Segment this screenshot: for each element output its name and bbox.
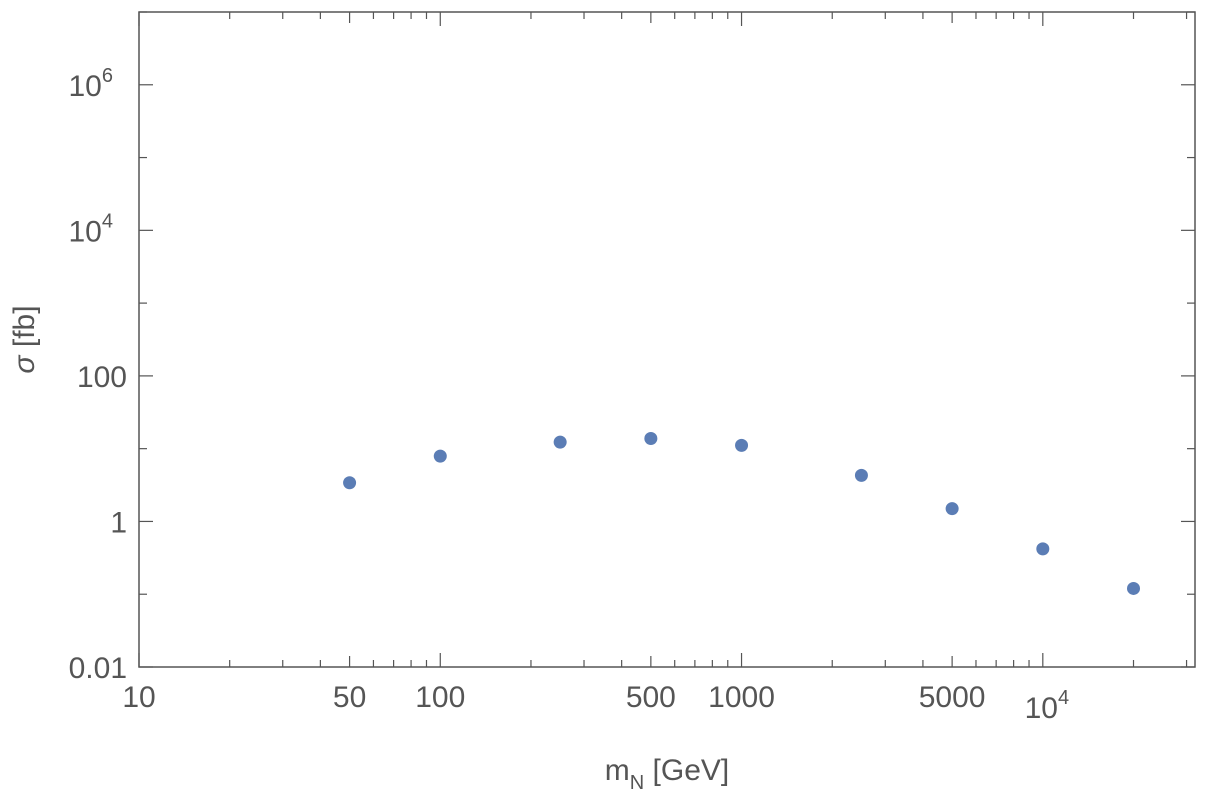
data-point: [1036, 542, 1050, 556]
data-points: [343, 431, 1141, 595]
data-point: [945, 502, 959, 516]
data-point: [343, 476, 357, 490]
data-point: [735, 438, 749, 452]
x-tick-label: 1000: [708, 681, 775, 714]
x-tick-label: 10: [122, 681, 155, 714]
tick-labels: 10 50 100 500 1000 5000 104 0.01 1 100 104 106: [69, 65, 1070, 725]
data-point: [433, 449, 447, 463]
data-point: [644, 431, 658, 445]
y-label-symbol: σ: [8, 354, 41, 374]
x-tick-label: 50: [333, 681, 366, 714]
x-tick-label: 100: [415, 681, 465, 714]
y-label-unit: [fb]: [8, 305, 41, 355]
ticks: [138, 11, 1195, 668]
plot-frame: [138, 11, 1196, 668]
data-point: [1127, 581, 1141, 595]
y-tick-label: 104: [69, 210, 114, 248]
y-tick-label: 106: [69, 65, 114, 103]
x-label-main: m: [605, 754, 630, 787]
x-tick-label: 500: [626, 681, 676, 714]
y-axis-label: σ [fb]: [8, 305, 41, 373]
data-point: [553, 435, 567, 449]
x-tick-label: 5000: [919, 681, 986, 714]
data-point: [854, 468, 868, 482]
x-axis-label: mN [GeV]: [605, 754, 730, 794]
y-tick-label: 100: [77, 361, 127, 394]
y-tick-label: 0.01: [69, 652, 127, 685]
x-tick-label: 104: [1025, 687, 1070, 725]
x-label-sub: N: [630, 772, 644, 794]
y-tick-label: 1: [110, 506, 127, 539]
x-label-unit: [GeV]: [644, 754, 729, 787]
